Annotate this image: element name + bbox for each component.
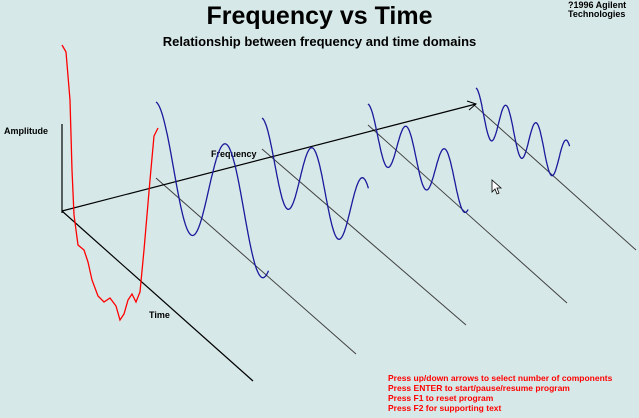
time-axis-label: Time [149,310,170,320]
component-wave-4 [475,87,571,177]
page-subtitle: Relationship between frequency and time … [162,34,477,49]
instruction-line-4: Press F2 for supporting text [388,403,502,413]
projection-line-4 [472,103,637,251]
frequency-axis-label: Frequency [211,149,257,159]
instruction-line-1: Press up/down arrows to select number of… [388,373,613,383]
copyright-line-2: Technologies [568,9,626,19]
mouse-pointer-icon [491,179,503,195]
component-wave-2 [261,117,370,240]
projection-line-3 [367,124,568,304]
instruction-line-3: Press F1 to reset program [388,393,494,403]
instruction-list: Press up/down arrows to select number of… [388,373,612,413]
copyright-line-1: ?1996 Agilent [568,0,627,10]
frequency-axis [61,103,477,212]
projection-line-2 [261,148,467,326]
component-wave-1 [155,101,270,279]
sum-waveform [61,44,159,322]
page-title: Frequency vs Time [206,2,433,30]
amplitude-axis-label: Amplitude [4,126,48,136]
instruction-line-2: Press ENTER to start/pause/resume progra… [388,383,570,393]
time-axis [61,210,254,382]
frequency-axis-arrowhead [466,100,477,111]
component-wave-3 [367,103,469,214]
